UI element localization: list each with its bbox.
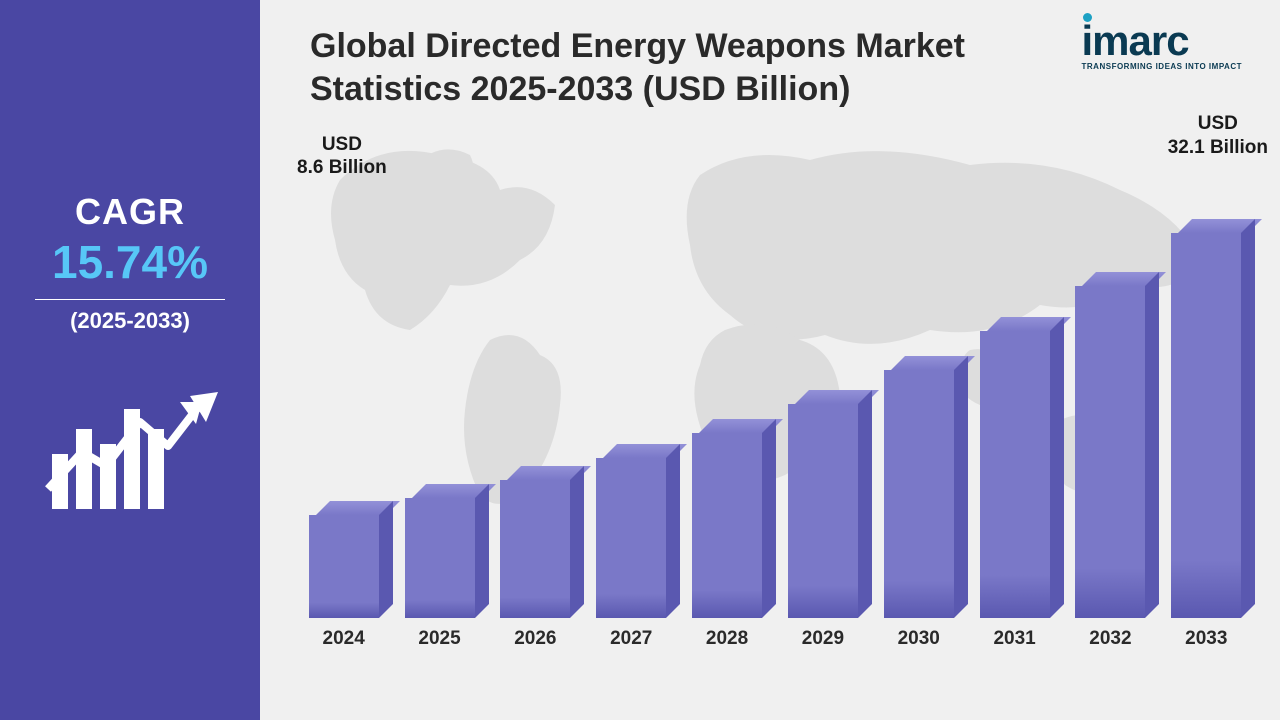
cagr-period: (2025-2033) [70, 308, 190, 334]
bar: 2026 [492, 466, 579, 650]
bar-category-label: 2024 [323, 628, 365, 650]
brand-logo: imarc TRANSFORMING IDEAS INTO IMPACT [1082, 22, 1242, 71]
bar-category-label: 2026 [514, 628, 556, 650]
bars-container: 2024 2025 2026 2027 2028 2029 2030 2031 2032 2033 [300, 130, 1250, 650]
bar-chart: 2024 2025 2026 2027 2028 2029 2030 2031 2032 2033 [300, 130, 1250, 690]
bar: 2027 [588, 444, 675, 650]
bar-category-label: 2033 [1185, 628, 1227, 650]
bar: 2029 [779, 390, 866, 650]
main-chart-panel: Global Directed Energy Weapons Market St… [260, 0, 1280, 720]
bar-category-label: 2028 [706, 628, 748, 650]
growth-chart-icon [40, 374, 220, 529]
logo-dot-icon [1083, 13, 1092, 22]
infographic-root: CAGR 15.74% (2025-2033) [0, 0, 1280, 720]
cagr-panel: CAGR 15.74% (2025-2033) [0, 0, 260, 720]
logo-text: imarc [1082, 22, 1242, 60]
bar: 2024 [300, 501, 387, 650]
bar: 2031 [971, 317, 1058, 650]
bar-category-label: 2030 [898, 628, 940, 650]
cagr-label: CAGR [75, 191, 185, 233]
bar: 2025 [396, 484, 483, 650]
bar: 2028 [683, 419, 770, 650]
bar-category-label: 2029 [802, 628, 844, 650]
bar: 2032 [1067, 272, 1154, 650]
divider [35, 299, 225, 300]
bar-category-label: 2032 [1089, 628, 1131, 650]
bar-category-label: 2025 [418, 628, 460, 650]
bar: 2033 [1163, 219, 1250, 650]
bar-category-label: 2027 [610, 628, 652, 650]
cagr-value: 15.74% [52, 235, 208, 289]
chart-title: Global Directed Energy Weapons Market St… [310, 25, 1030, 110]
bar-category-label: 2031 [993, 628, 1035, 650]
bar: 2030 [875, 356, 962, 650]
